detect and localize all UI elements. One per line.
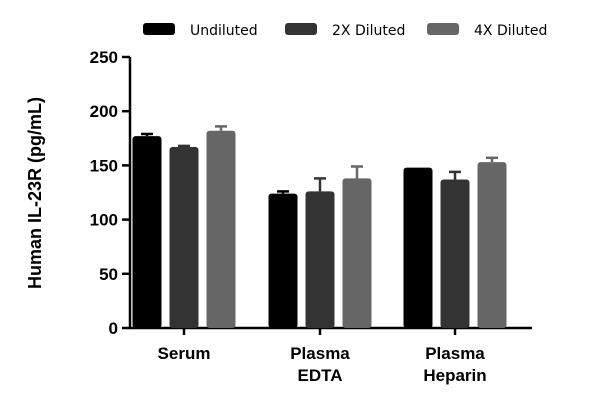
bars bbox=[132, 125, 507, 328]
bar bbox=[440, 179, 470, 328]
bar bbox=[132, 136, 162, 328]
legend-swatch bbox=[285, 23, 317, 35]
y-tick-label: 150 bbox=[90, 156, 118, 175]
y-axis: 0 50 100 150 200 250 bbox=[90, 48, 132, 338]
y-tick-label: 200 bbox=[90, 102, 118, 121]
bar bbox=[305, 191, 335, 328]
y-tick-label: 0 bbox=[109, 319, 118, 338]
legend-swatch bbox=[427, 23, 459, 35]
bar bbox=[169, 146, 199, 328]
legend-swatch bbox=[143, 23, 175, 35]
y-tick-label: 50 bbox=[99, 265, 118, 284]
bar bbox=[268, 193, 298, 328]
bar bbox=[206, 130, 236, 328]
legend-label: 2X Diluted bbox=[332, 23, 405, 39]
legend-label: 4X Diluted bbox=[474, 23, 547, 39]
y-axis-title: Human IL-23R (pg/mL) bbox=[25, 97, 45, 289]
y-tick-label: 100 bbox=[90, 211, 118, 230]
x-tick-label: Plasma EDTA bbox=[290, 344, 350, 385]
x-tick-label: Plasma Heparin bbox=[423, 344, 486, 385]
bar bbox=[477, 162, 507, 328]
x-axis: Serum Plasma EDTA Plasma Heparin bbox=[129, 326, 532, 385]
legend: Undiluted 2X Diluted 4X Diluted bbox=[143, 23, 547, 39]
legend-label: Undiluted bbox=[190, 23, 258, 39]
bar bbox=[403, 167, 433, 328]
x-tick-label: Serum bbox=[158, 344, 211, 363]
bar bbox=[342, 178, 372, 328]
y-tick-label: 250 bbox=[90, 48, 118, 67]
